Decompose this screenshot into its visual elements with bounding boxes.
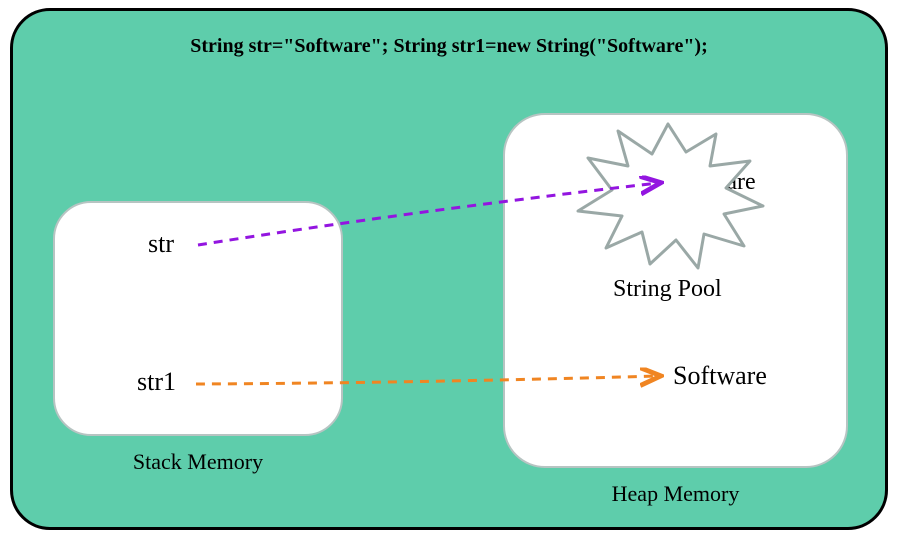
- code-header: String str="Software"; String str1=new S…: [13, 35, 885, 58]
- string-pool-value: software: [673, 169, 756, 196]
- stack-memory-label: Stack Memory: [53, 449, 343, 475]
- stack-memory-box: [53, 201, 343, 436]
- heap-object-value: Software: [673, 361, 767, 391]
- string-pool-label: String Pool: [613, 276, 722, 303]
- stack-var-str: str: [148, 229, 174, 259]
- diagram-frame: String str="Software"; String str1=new S…: [10, 8, 888, 530]
- stack-var-str1: str1: [137, 367, 176, 397]
- heap-memory-label: Heap Memory: [503, 481, 848, 507]
